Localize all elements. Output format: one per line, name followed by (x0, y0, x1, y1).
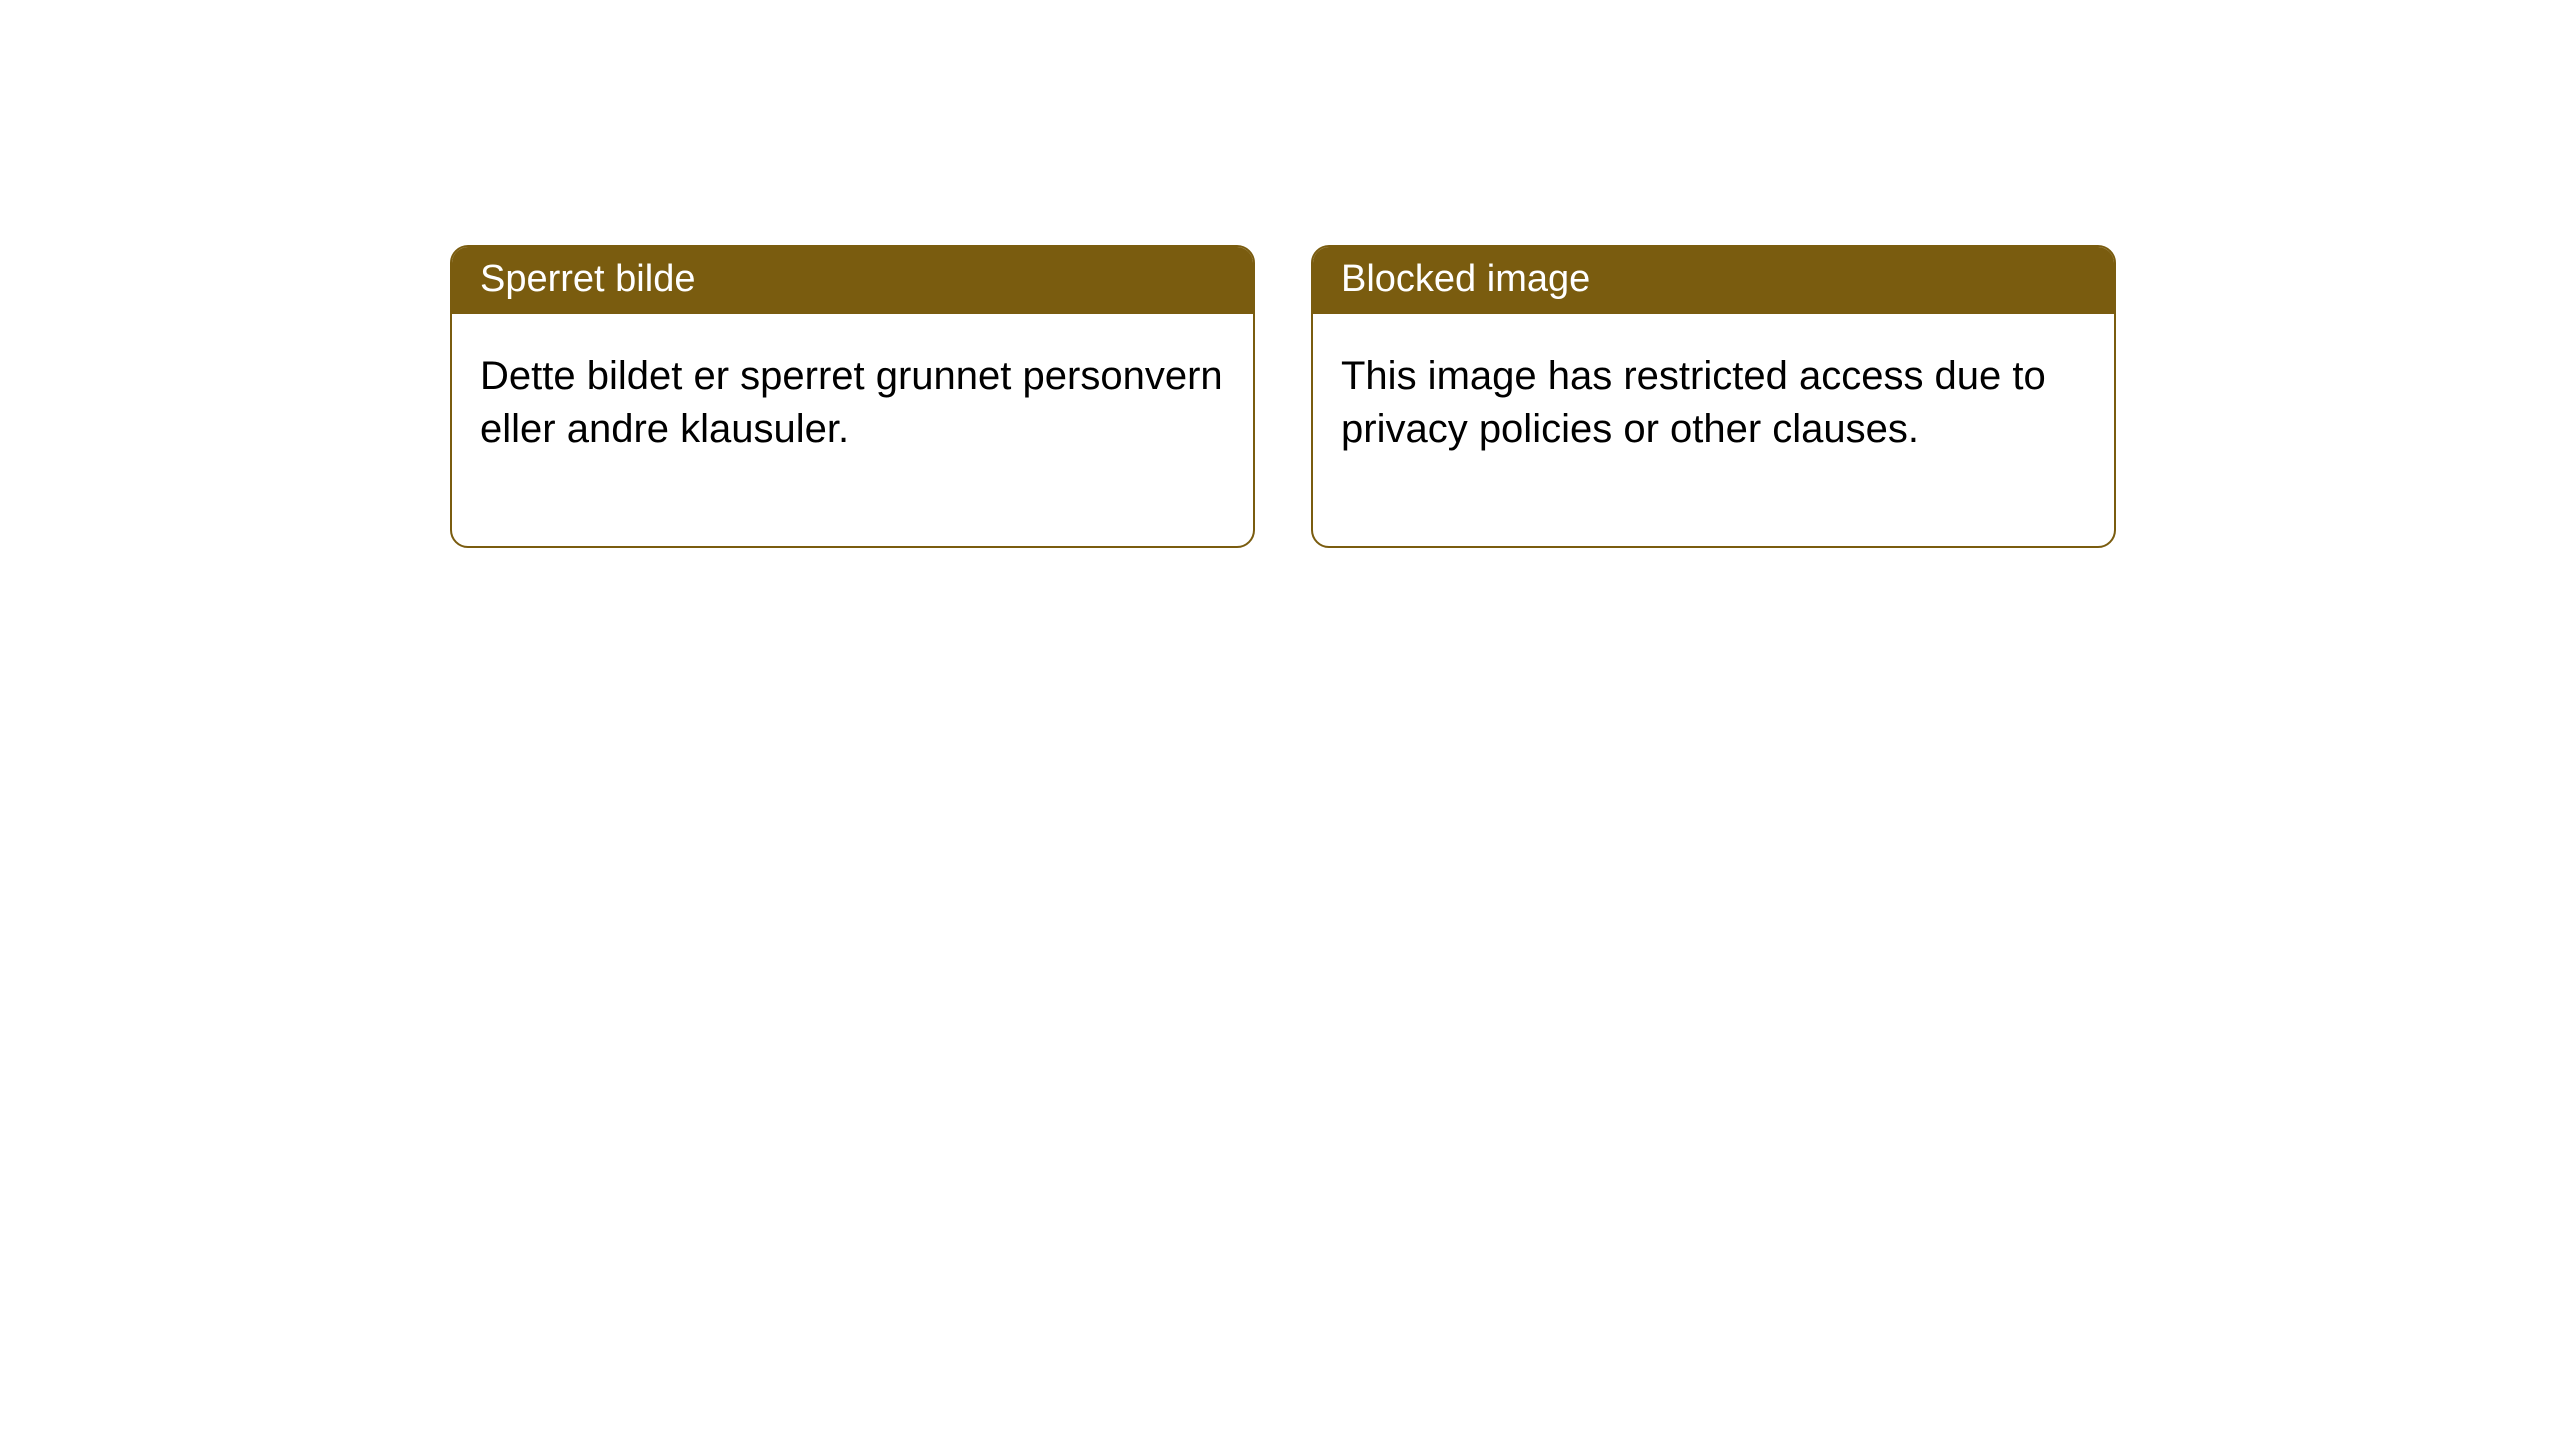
notice-card-english: Blocked image This image has restricted … (1311, 245, 2116, 548)
notice-header: Sperret bilde (452, 247, 1253, 314)
notice-card-norwegian: Sperret bilde Dette bildet er sperret gr… (450, 245, 1255, 548)
notice-header: Blocked image (1313, 247, 2114, 314)
notice-body: Dette bildet er sperret grunnet personve… (452, 314, 1253, 546)
notice-title: Blocked image (1341, 258, 1590, 300)
notice-body: This image has restricted access due to … (1313, 314, 2114, 546)
notice-cards-container: Sperret bilde Dette bildet er sperret gr… (0, 0, 2560, 548)
notice-body-text: Dette bildet er sperret grunnet personve… (480, 354, 1223, 451)
notice-body-text: This image has restricted access due to … (1341, 354, 2046, 451)
notice-title: Sperret bilde (480, 258, 695, 300)
